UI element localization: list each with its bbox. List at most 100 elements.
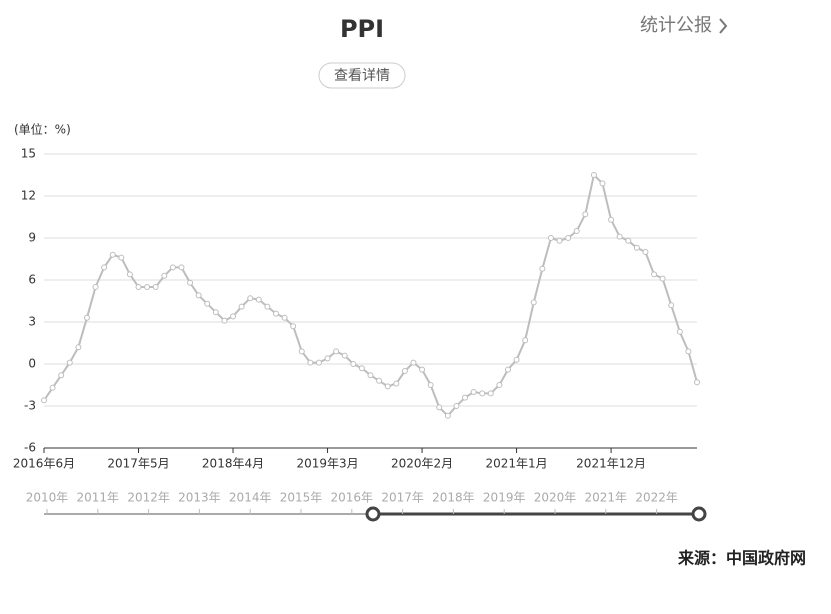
point [264, 303, 271, 310]
point [109, 251, 116, 258]
point [530, 299, 537, 306]
point [315, 359, 322, 366]
slider-handle[interactable] [365, 506, 381, 522]
source: 来源：中国政府网 [677, 549, 806, 568]
x-tick-label: 2018年4月 [202, 457, 264, 471]
slider-handle[interactable] [691, 506, 707, 522]
point [230, 313, 237, 320]
point [582, 211, 589, 218]
point [307, 359, 314, 366]
point [101, 264, 108, 271]
point [487, 390, 494, 397]
point [565, 235, 572, 241]
point [118, 254, 125, 261]
point [66, 359, 73, 366]
point [479, 390, 486, 397]
x-tick-label: 2017年5月 [107, 457, 169, 471]
point [58, 372, 65, 379]
point [384, 383, 391, 390]
point [513, 356, 520, 363]
point [436, 404, 443, 411]
point [238, 303, 245, 310]
point [393, 380, 400, 387]
slider-label: 2011年 [77, 491, 120, 505]
slider-label: 2013年 [178, 491, 221, 505]
x-tick-label: 2020年2月 [391, 457, 453, 471]
point [427, 382, 434, 388]
point [75, 344, 82, 351]
point [599, 180, 606, 187]
point [470, 389, 477, 395]
point [642, 249, 649, 255]
point [49, 384, 56, 391]
point [401, 368, 408, 374]
point [272, 310, 279, 317]
point [324, 355, 331, 362]
point [419, 366, 426, 373]
slider-label: 2018年 [432, 491, 475, 505]
report-link[interactable]: 统计公报 [640, 15, 712, 36]
point [410, 359, 417, 366]
x-tick-label: 2021年1月 [485, 457, 547, 471]
point [298, 348, 305, 355]
point [204, 300, 211, 307]
slider-label: 2020年 [534, 491, 577, 505]
point [161, 272, 168, 279]
point [178, 264, 185, 271]
point [376, 377, 383, 384]
point [152, 284, 159, 290]
point [221, 317, 228, 324]
point [144, 284, 151, 290]
point [685, 348, 692, 355]
point [350, 361, 357, 367]
point [462, 394, 469, 401]
point [659, 275, 666, 282]
slider-label: 2010年 [26, 491, 69, 505]
point [608, 216, 615, 223]
point [504, 366, 511, 373]
point [590, 172, 597, 178]
point [333, 348, 340, 355]
point [135, 284, 142, 290]
point [212, 309, 219, 316]
line [43, 173, 698, 418]
point [573, 228, 580, 234]
chevron-icon[interactable] [719, 18, 728, 34]
point [522, 337, 529, 344]
y-tick-label: 6 [28, 273, 36, 287]
y-tick-label: -6 [24, 441, 36, 455]
slider-label: 2021年 [585, 491, 628, 505]
detail-button-label[interactable]: 查看详情 [334, 68, 390, 84]
y-tick-label: 3 [28, 315, 36, 329]
slider-label: 2016年 [331, 491, 374, 505]
y-unit: (单位：%) [14, 122, 71, 137]
slider-label: 2022年 [635, 491, 678, 505]
y-tick-label: 0 [28, 357, 36, 371]
slider-label: 2012年 [127, 491, 170, 505]
y-tick-label: 9 [28, 231, 36, 245]
slider-label: 2014年 [229, 491, 272, 505]
point [668, 302, 675, 309]
point [444, 412, 451, 419]
point [169, 264, 176, 271]
detail-button[interactable] [318, 62, 406, 89]
point [341, 352, 348, 359]
point [547, 235, 554, 241]
point [651, 271, 658, 278]
slider-label: 2019年 [483, 491, 526, 505]
point [625, 237, 632, 244]
point [281, 314, 288, 321]
point [92, 284, 99, 290]
slider-label: 2017年 [381, 491, 424, 505]
x-tick-label: 2021年12月 [576, 457, 646, 471]
point [556, 237, 563, 244]
plot: 15 12 9 6 3 0 -3 -6 2016年6月 2017年5月 2018年4月 2019年3月… [13, 147, 700, 471]
point [187, 279, 194, 286]
point [676, 328, 683, 335]
point [453, 403, 460, 409]
point [633, 244, 640, 251]
title: PPI [340, 15, 384, 43]
point [496, 382, 503, 388]
point [367, 372, 374, 379]
